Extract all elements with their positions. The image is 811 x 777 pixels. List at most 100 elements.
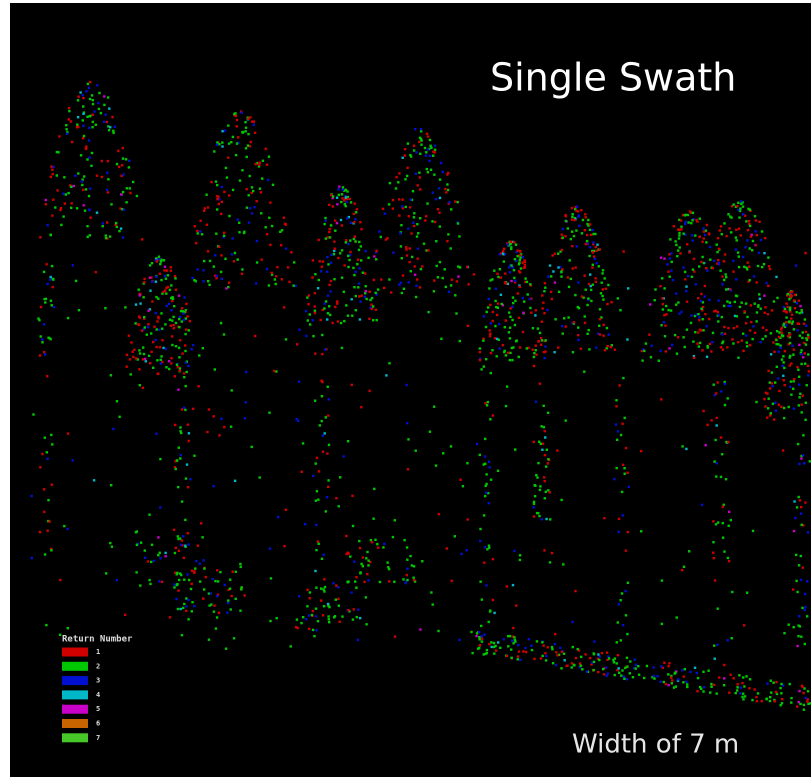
point bbox=[483, 315, 485, 317]
point bbox=[777, 343, 779, 345]
point bbox=[503, 260, 505, 262]
point bbox=[315, 615, 317, 617]
point bbox=[174, 375, 176, 377]
point bbox=[535, 353, 537, 355]
point bbox=[246, 207, 248, 209]
point bbox=[346, 217, 348, 219]
point bbox=[546, 309, 548, 311]
point bbox=[527, 293, 529, 295]
point bbox=[109, 126, 111, 128]
point bbox=[402, 157, 404, 159]
point bbox=[367, 257, 369, 259]
point bbox=[682, 336, 684, 338]
point bbox=[413, 212, 415, 214]
point bbox=[165, 305, 167, 307]
point bbox=[507, 635, 509, 637]
point bbox=[673, 225, 675, 227]
point bbox=[791, 345, 793, 347]
point bbox=[770, 353, 772, 355]
point bbox=[358, 267, 360, 269]
point bbox=[45, 199, 47, 201]
point bbox=[557, 346, 559, 348]
point bbox=[476, 443, 478, 445]
point bbox=[684, 346, 686, 348]
point bbox=[684, 221, 686, 223]
point bbox=[50, 276, 52, 278]
point bbox=[551, 648, 553, 650]
point bbox=[138, 289, 140, 291]
point bbox=[484, 495, 486, 497]
point bbox=[489, 335, 491, 337]
point bbox=[496, 338, 498, 340]
point bbox=[269, 620, 271, 622]
point bbox=[544, 345, 546, 347]
point bbox=[268, 412, 270, 414]
point bbox=[801, 524, 803, 526]
point bbox=[165, 348, 167, 350]
point bbox=[191, 277, 193, 279]
point bbox=[450, 445, 452, 447]
point bbox=[41, 453, 43, 455]
point bbox=[160, 355, 162, 357]
point bbox=[766, 682, 768, 684]
point bbox=[796, 366, 798, 368]
point bbox=[807, 374, 809, 376]
point bbox=[141, 330, 143, 332]
point bbox=[588, 348, 590, 350]
point bbox=[756, 700, 758, 702]
point bbox=[589, 223, 591, 225]
point bbox=[497, 470, 499, 472]
point bbox=[605, 288, 607, 290]
point bbox=[746, 345, 748, 347]
point bbox=[220, 418, 222, 420]
point bbox=[145, 360, 147, 362]
point bbox=[306, 605, 308, 607]
point bbox=[774, 381, 776, 383]
point bbox=[614, 349, 616, 351]
point bbox=[728, 692, 730, 694]
point bbox=[88, 127, 90, 129]
point bbox=[771, 371, 773, 373]
point bbox=[500, 276, 502, 278]
point bbox=[543, 312, 545, 314]
point bbox=[253, 206, 255, 208]
point bbox=[707, 346, 709, 348]
point bbox=[415, 285, 417, 287]
legend-swatch bbox=[62, 705, 88, 714]
point bbox=[177, 366, 179, 368]
point bbox=[600, 292, 602, 294]
point bbox=[126, 366, 128, 368]
point bbox=[244, 121, 246, 123]
point bbox=[446, 173, 448, 175]
point bbox=[667, 684, 669, 686]
point bbox=[169, 289, 171, 291]
point bbox=[485, 358, 487, 360]
point bbox=[621, 669, 623, 671]
point bbox=[147, 310, 149, 312]
point bbox=[405, 384, 407, 386]
point bbox=[789, 364, 791, 366]
point bbox=[733, 327, 735, 329]
point bbox=[185, 477, 187, 479]
point bbox=[51, 304, 53, 306]
point bbox=[227, 602, 229, 604]
point bbox=[210, 603, 212, 605]
point bbox=[65, 124, 67, 126]
point bbox=[329, 236, 331, 238]
point bbox=[669, 257, 671, 259]
point bbox=[770, 332, 772, 334]
point bbox=[803, 323, 805, 325]
point bbox=[164, 552, 166, 554]
point bbox=[122, 147, 124, 149]
point bbox=[573, 235, 575, 237]
point bbox=[736, 205, 738, 207]
point bbox=[354, 580, 356, 582]
point bbox=[686, 301, 688, 303]
point bbox=[135, 571, 137, 573]
point bbox=[403, 539, 405, 541]
point bbox=[557, 266, 559, 268]
point bbox=[358, 295, 360, 297]
point bbox=[499, 347, 501, 349]
point bbox=[324, 223, 326, 225]
point bbox=[506, 585, 508, 587]
